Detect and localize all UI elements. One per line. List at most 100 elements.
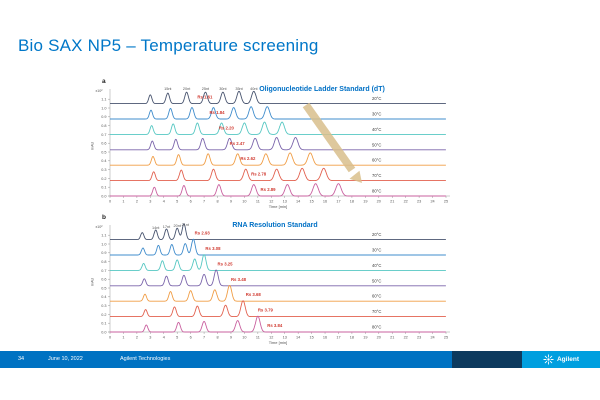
svg-text:20nt: 20nt xyxy=(174,224,182,228)
svg-text:Rs 3.68: Rs 3.68 xyxy=(246,292,262,297)
svg-text:3: 3 xyxy=(149,200,151,204)
svg-text:60°C: 60°C xyxy=(372,294,381,299)
svg-text:1.1: 1.1 xyxy=(101,98,106,102)
svg-text:Rs 2.93: Rs 2.93 xyxy=(195,231,211,236)
svg-text:23: 23 xyxy=(417,336,421,340)
svg-text:12: 12 xyxy=(269,200,273,204)
footer-bar: 34 June 10, 2022 Agilent Technologies Ag… xyxy=(0,351,600,368)
agilent-logo-text: Agilent xyxy=(556,356,580,363)
svg-text:0.8: 0.8 xyxy=(101,260,106,264)
svg-text:0.6: 0.6 xyxy=(101,142,106,146)
svg-text:Rs 1.61: Rs 1.61 xyxy=(197,95,213,100)
svg-text:2: 2 xyxy=(136,336,138,340)
svg-text:0.7: 0.7 xyxy=(101,269,106,273)
svg-text:80°C: 80°C xyxy=(372,325,381,330)
svg-text:0.9: 0.9 xyxy=(101,115,106,119)
svg-text:Rs 2.47: Rs 2.47 xyxy=(230,141,246,146)
svg-text:x10²: x10² xyxy=(96,225,104,229)
svg-text:0.5: 0.5 xyxy=(101,286,106,290)
svg-text:30nt: 30nt xyxy=(219,87,227,91)
svg-text:6: 6 xyxy=(190,336,192,340)
svg-text:mAU: mAU xyxy=(91,142,95,151)
svg-text:4: 4 xyxy=(163,336,165,340)
svg-text:30°C: 30°C xyxy=(372,248,381,253)
svg-text:20: 20 xyxy=(377,336,381,340)
svg-text:Rs 2.78: Rs 2.78 xyxy=(251,172,267,177)
panel-b-letter: b xyxy=(102,214,106,221)
svg-text:RNA Resolution Standard: RNA Resolution Standard xyxy=(232,222,317,229)
svg-text:0.5: 0.5 xyxy=(101,150,106,154)
svg-text:20: 20 xyxy=(377,200,381,204)
svg-text:21: 21 xyxy=(390,200,394,204)
svg-text:11: 11 xyxy=(256,200,260,204)
svg-text:14: 14 xyxy=(296,200,300,204)
svg-text:20nt: 20nt xyxy=(183,87,191,91)
svg-text:0.3: 0.3 xyxy=(101,304,106,308)
svg-text:18: 18 xyxy=(350,200,354,204)
footer-date: June 10, 2022 xyxy=(48,356,83,362)
svg-text:0.2: 0.2 xyxy=(101,177,106,181)
panel-b: b 0.0 0.1 0.2 0.3 0.4 0.5 0.6 0.7 0.8 0.9 1.0 1.1 x1… xyxy=(90,214,462,348)
svg-text:8: 8 xyxy=(216,200,218,204)
svg-text:11: 11 xyxy=(256,336,260,340)
agilent-logo: Agilent xyxy=(522,351,600,368)
svg-text:Rs 2.20: Rs 2.20 xyxy=(219,125,235,130)
svg-text:Rs 2.62: Rs 2.62 xyxy=(240,156,256,161)
svg-text:5: 5 xyxy=(176,336,178,340)
svg-text:13: 13 xyxy=(283,200,287,204)
svg-text:9: 9 xyxy=(230,336,232,340)
svg-text:9: 9 xyxy=(230,200,232,204)
panel-b-chromatogram: 0.0 0.1 0.2 0.3 0.4 0.5 0.6 0.7 0.8 0.9 1.0 1.1 x10²… xyxy=(91,222,450,345)
svg-text:17nt: 17nt xyxy=(163,225,171,229)
svg-text:35nt: 35nt xyxy=(235,87,243,91)
svg-text:7: 7 xyxy=(203,200,205,204)
svg-text:8: 8 xyxy=(216,336,218,340)
svg-text:50°C: 50°C xyxy=(372,142,381,147)
svg-text:2: 2 xyxy=(136,200,138,204)
agilent-spark-icon xyxy=(543,354,554,365)
svg-text:3: 3 xyxy=(149,336,151,340)
svg-text:24: 24 xyxy=(430,336,434,340)
svg-text:14: 14 xyxy=(296,336,300,340)
svg-text:1: 1 xyxy=(122,200,124,204)
svg-text:20°C: 20°C xyxy=(372,232,381,237)
svg-text:15: 15 xyxy=(309,336,313,340)
svg-text:22: 22 xyxy=(404,336,408,340)
chromatogram-figure: a 0.0 0.1 0.2 0.3 0.4 0.5 0.6 0.7 0.8 0.9 1.0 1.1 x1… xyxy=(90,78,462,346)
svg-text:10: 10 xyxy=(242,336,246,340)
svg-text:60°C: 60°C xyxy=(372,158,381,163)
svg-text:20°C: 20°C xyxy=(372,96,381,101)
panel-a: a 0.0 0.1 0.2 0.3 0.4 0.5 0.6 0.7 0.8 0.9 1.0 1.1 x1… xyxy=(90,78,462,212)
svg-text:Rs 3.25: Rs 3.25 xyxy=(218,261,234,266)
svg-text:80°C: 80°C xyxy=(372,189,381,194)
svg-text:Rs 3.79: Rs 3.79 xyxy=(258,308,274,313)
footer-company: Agilent Technologies xyxy=(120,356,171,362)
svg-text:15nt: 15nt xyxy=(164,87,172,91)
svg-text:4: 4 xyxy=(163,200,165,204)
svg-text:0.1: 0.1 xyxy=(101,186,106,190)
svg-text:Time [min]: Time [min] xyxy=(269,204,288,209)
svg-text:50°C: 50°C xyxy=(372,278,381,283)
svg-text:12: 12 xyxy=(269,336,273,340)
svg-text:Oligonucleotide Ladder Standar: Oligonucleotide Ladder Standard (dT) xyxy=(259,86,385,93)
svg-text:Rs 3.08: Rs 3.08 xyxy=(205,246,221,251)
svg-text:16: 16 xyxy=(323,200,327,204)
svg-text:1.0: 1.0 xyxy=(101,242,106,246)
svg-text:5: 5 xyxy=(176,200,178,204)
svg-text:0.3: 0.3 xyxy=(101,168,106,172)
svg-text:24: 24 xyxy=(430,200,434,204)
svg-text:19: 19 xyxy=(363,336,367,340)
svg-text:Rs 1.84: Rs 1.84 xyxy=(209,110,225,115)
svg-text:0.4: 0.4 xyxy=(101,295,106,299)
svg-text:22: 22 xyxy=(404,200,408,204)
svg-text:19: 19 xyxy=(363,200,367,204)
svg-text:0.2: 0.2 xyxy=(101,313,106,317)
panel-a-letter: a xyxy=(102,78,106,85)
svg-text:30°C: 30°C xyxy=(372,112,381,117)
svg-text:17: 17 xyxy=(336,200,340,204)
svg-text:Time [min]: Time [min] xyxy=(269,340,288,345)
svg-text:25: 25 xyxy=(444,336,448,340)
svg-text:21: 21 xyxy=(390,336,394,340)
svg-text:Rs 3.48: Rs 3.48 xyxy=(231,277,247,282)
